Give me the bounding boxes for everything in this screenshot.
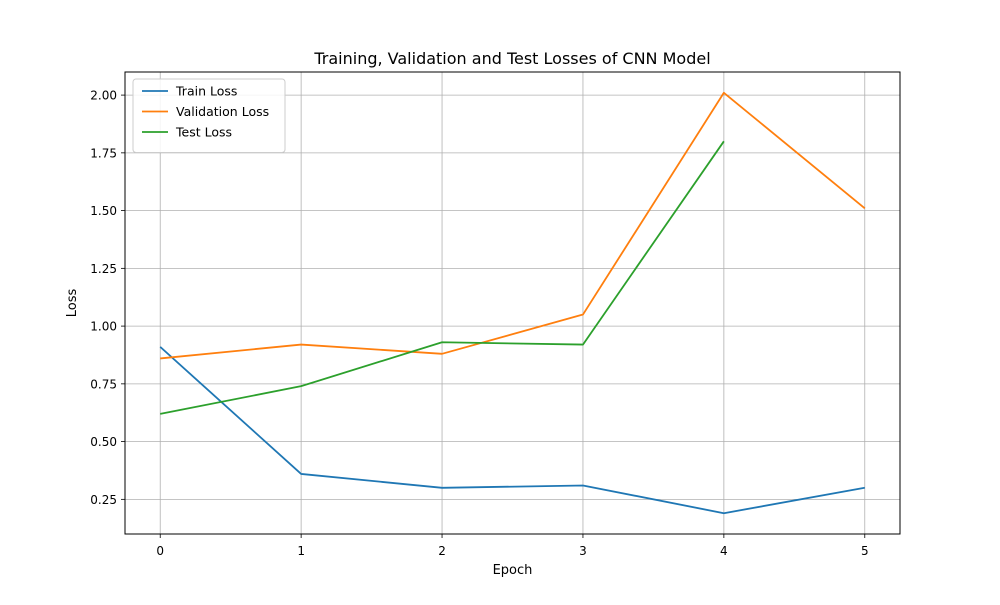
x-axis-ticks: 0 1 2 3 4 5 xyxy=(156,534,869,558)
x-tick-label: 4 xyxy=(720,544,728,558)
x-axis-label: Epoch xyxy=(493,563,533,578)
series-line-validation-loss xyxy=(160,91,866,360)
legend-box xyxy=(132,78,286,153)
y-axis-label: Loss xyxy=(65,289,80,318)
legend: Train Loss Validation Loss Test Loss xyxy=(132,78,286,153)
y-tick-label: 0.25 xyxy=(90,493,117,507)
plot-area-frame xyxy=(124,71,901,535)
y-tick-label: 1.75 xyxy=(90,146,117,160)
x-tick-label: 3 xyxy=(579,544,587,558)
legend-label-validation-loss: Validation Loss xyxy=(176,104,269,119)
series-line-train-loss xyxy=(159,346,865,515)
x-tick-label: 1 xyxy=(297,544,305,558)
grid-lines xyxy=(125,72,900,534)
y-tick-label: 1.25 xyxy=(90,262,117,276)
y-tick-label: 1.50 xyxy=(90,204,117,218)
y-tick-label: 0.50 xyxy=(90,435,117,449)
x-tick-label: 0 xyxy=(156,544,164,558)
y-axis-ticks: 0.25 0.50 0.75 1.00 1.25 1.50 1.75 2.00 xyxy=(90,89,125,507)
series-line-test-loss xyxy=(160,140,725,415)
x-tick-label: 2 xyxy=(438,544,446,558)
legend-label-test-loss: Test Loss xyxy=(175,125,232,140)
y-tick-label: 2.00 xyxy=(90,89,117,103)
x-tick-label: 5 xyxy=(861,544,869,558)
y-tick-label: 0.75 xyxy=(90,377,117,391)
chart-title: Training, Validation and Test Losses of … xyxy=(313,49,710,68)
series-lines xyxy=(159,91,866,515)
legend-label-train-loss: Train Loss xyxy=(175,84,237,99)
y-tick-label: 1.00 xyxy=(90,320,117,334)
